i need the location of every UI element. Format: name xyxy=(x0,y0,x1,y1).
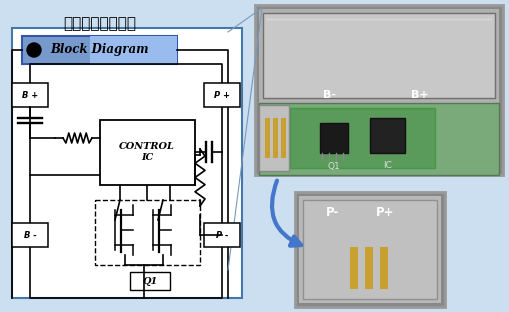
Text: B +: B + xyxy=(22,90,38,100)
Bar xyxy=(12,28,242,298)
Bar xyxy=(100,120,194,185)
Bar xyxy=(263,13,494,98)
Bar xyxy=(298,196,440,303)
Text: P -: P - xyxy=(215,231,228,240)
Bar xyxy=(22,36,177,64)
Text: IC: IC xyxy=(383,162,391,170)
Text: B+: B+ xyxy=(410,90,428,100)
Bar xyxy=(364,247,372,289)
Bar xyxy=(265,118,269,158)
Bar xyxy=(379,247,387,289)
Bar xyxy=(272,118,277,158)
Bar xyxy=(290,108,434,168)
Text: B-: B- xyxy=(323,90,336,100)
Bar xyxy=(204,223,240,247)
Bar xyxy=(259,9,498,171)
Bar xyxy=(280,118,286,158)
Bar xyxy=(349,247,357,289)
Bar xyxy=(259,105,289,171)
Text: Block Diagram: Block Diagram xyxy=(51,43,149,56)
Text: B -: B - xyxy=(23,231,36,240)
Bar xyxy=(95,200,200,265)
Bar xyxy=(12,223,48,247)
Bar xyxy=(12,83,48,107)
Text: P-: P- xyxy=(326,206,339,218)
Text: Q1: Q1 xyxy=(142,276,157,285)
Bar xyxy=(259,103,498,175)
Bar xyxy=(90,36,177,64)
Text: 锂离子电池的保护: 锂离子电池的保护 xyxy=(64,16,136,31)
Text: P +: P + xyxy=(214,90,230,100)
Bar xyxy=(302,200,436,299)
Bar xyxy=(369,118,404,153)
Text: CONTROL
IC: CONTROL IC xyxy=(119,142,175,162)
Text: Q1: Q1 xyxy=(327,162,340,170)
Bar xyxy=(130,272,169,290)
Text: P+: P+ xyxy=(375,206,393,218)
Bar xyxy=(319,123,347,153)
Circle shape xyxy=(27,43,41,57)
FancyArrowPatch shape xyxy=(271,181,301,246)
Bar xyxy=(254,5,502,175)
Bar xyxy=(204,83,240,107)
Bar xyxy=(294,192,444,307)
